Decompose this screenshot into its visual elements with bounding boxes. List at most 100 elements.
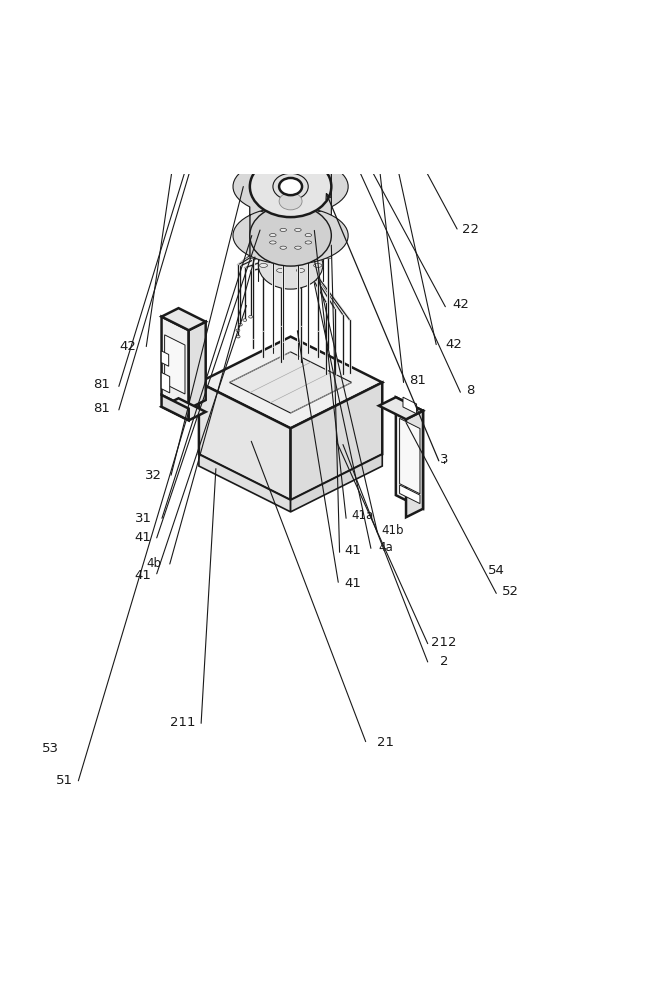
Text: 21: 21 (377, 736, 394, 749)
Ellipse shape (259, 263, 268, 267)
Ellipse shape (313, 263, 322, 267)
Ellipse shape (273, 173, 308, 200)
Ellipse shape (308, 119, 313, 121)
Ellipse shape (249, 245, 257, 249)
Ellipse shape (308, 107, 313, 110)
Polygon shape (233, 158, 331, 256)
Text: 81: 81 (93, 402, 110, 415)
Polygon shape (246, 33, 283, 61)
Polygon shape (360, 93, 384, 106)
Ellipse shape (276, 84, 281, 87)
Ellipse shape (263, 0, 318, 48)
Polygon shape (189, 322, 206, 409)
Polygon shape (291, 0, 313, 12)
Ellipse shape (240, 95, 246, 97)
Ellipse shape (277, 268, 285, 272)
Polygon shape (208, 23, 267, 35)
Polygon shape (403, 397, 417, 414)
Ellipse shape (236, 329, 240, 332)
Text: 22: 22 (462, 223, 479, 236)
Ellipse shape (305, 241, 311, 244)
Text: 41: 41 (134, 569, 151, 582)
Text: 211: 211 (170, 716, 196, 729)
Polygon shape (206, 18, 266, 25)
Polygon shape (161, 351, 168, 366)
Ellipse shape (336, 99, 341, 102)
Ellipse shape (279, 178, 302, 195)
Polygon shape (406, 411, 423, 517)
Ellipse shape (317, 98, 322, 101)
Text: 1: 1 (0, 999, 1, 1000)
Text: 81: 81 (409, 374, 426, 387)
Ellipse shape (295, 83, 300, 86)
Ellipse shape (284, 73, 289, 76)
Text: 42: 42 (452, 298, 469, 311)
Ellipse shape (332, 107, 337, 110)
Ellipse shape (250, 205, 331, 266)
Ellipse shape (291, 112, 296, 114)
Polygon shape (256, 0, 287, 13)
Polygon shape (161, 317, 189, 409)
Polygon shape (298, 0, 336, 14)
Ellipse shape (236, 335, 240, 338)
Ellipse shape (280, 246, 287, 249)
Ellipse shape (313, 236, 322, 240)
Ellipse shape (238, 323, 242, 326)
Text: 3: 3 (439, 453, 449, 466)
Polygon shape (396, 397, 423, 509)
Text: 41: 41 (344, 577, 361, 590)
Polygon shape (295, 34, 325, 64)
Ellipse shape (281, 111, 286, 113)
Ellipse shape (295, 228, 301, 231)
Text: 32: 32 (145, 469, 162, 482)
Polygon shape (202, 94, 301, 152)
Ellipse shape (296, 268, 304, 272)
Polygon shape (220, 0, 274, 18)
Ellipse shape (300, 74, 306, 76)
Ellipse shape (249, 255, 257, 259)
Text: 42: 42 (445, 338, 462, 351)
Polygon shape (301, 32, 345, 59)
Polygon shape (161, 308, 206, 330)
Ellipse shape (268, 87, 273, 89)
Polygon shape (291, 382, 382, 500)
Ellipse shape (242, 103, 247, 106)
Ellipse shape (272, 109, 277, 111)
Ellipse shape (270, 234, 276, 237)
Polygon shape (319, 65, 343, 78)
Text: 54: 54 (488, 564, 505, 577)
Polygon shape (214, 27, 271, 46)
Ellipse shape (334, 91, 340, 93)
Polygon shape (236, 0, 280, 15)
Ellipse shape (279, 193, 302, 210)
Ellipse shape (259, 208, 323, 256)
Ellipse shape (324, 255, 332, 259)
Polygon shape (199, 382, 291, 500)
Ellipse shape (292, 121, 297, 123)
Ellipse shape (296, 231, 304, 235)
Polygon shape (327, 113, 343, 126)
Ellipse shape (322, 114, 327, 117)
Ellipse shape (277, 231, 285, 235)
Text: 212: 212 (431, 636, 457, 649)
Ellipse shape (304, 85, 310, 88)
Ellipse shape (324, 245, 332, 249)
Polygon shape (312, 25, 371, 40)
Polygon shape (315, 22, 375, 29)
Ellipse shape (316, 94, 321, 96)
Text: 4a: 4a (378, 541, 392, 554)
Ellipse shape (250, 156, 331, 217)
Polygon shape (165, 335, 185, 394)
Ellipse shape (327, 83, 332, 86)
Ellipse shape (295, 246, 301, 249)
Polygon shape (235, 67, 251, 81)
Text: 41: 41 (344, 544, 361, 557)
Ellipse shape (305, 234, 311, 237)
Ellipse shape (259, 236, 268, 240)
Polygon shape (400, 485, 420, 504)
Text: 4b: 4b (146, 557, 161, 570)
Text: 41: 41 (134, 531, 151, 544)
Ellipse shape (244, 87, 249, 89)
Polygon shape (161, 372, 170, 393)
Ellipse shape (249, 111, 254, 113)
